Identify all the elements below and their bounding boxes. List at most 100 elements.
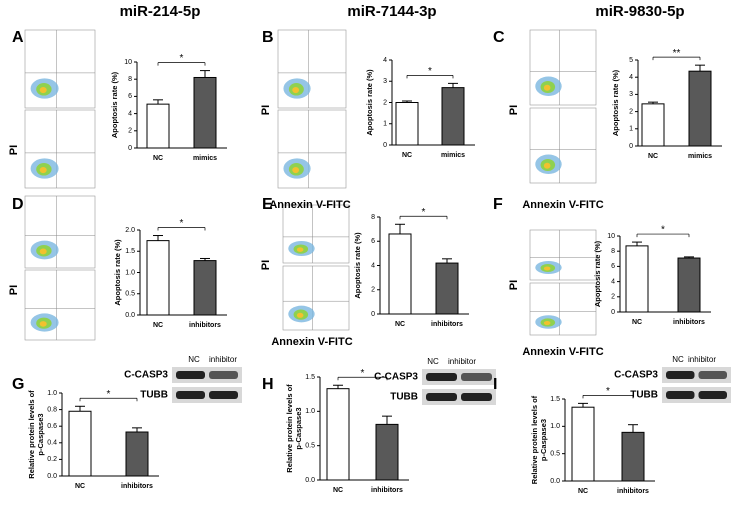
flow-plot	[24, 109, 96, 189]
lane-label: NC	[427, 357, 439, 366]
y-axis-label: Relative protein levels of	[285, 384, 294, 473]
significance-label: *	[180, 218, 184, 229]
bar	[326, 388, 350, 481]
panel-label: E	[262, 196, 273, 213]
lane-label: NC	[188, 355, 200, 364]
y-tick-label: 1.0	[47, 390, 57, 397]
flow-x-label: Annexin V-FITC	[522, 346, 603, 358]
flow-frame	[282, 204, 350, 264]
flow-y-label: PI	[260, 105, 272, 115]
blot-band	[698, 371, 727, 379]
flow-frame	[529, 29, 597, 106]
y-tick-label: 10	[607, 233, 615, 240]
flow-frame	[529, 282, 597, 336]
blot-band	[461, 373, 492, 381]
cell-cloud	[39, 321, 47, 327]
flow-frame	[277, 29, 347, 109]
significance-label: *	[422, 207, 426, 218]
bar	[395, 102, 419, 146]
blot-band	[461, 393, 492, 401]
panel-label: D	[12, 196, 24, 213]
y-tick-label: 1.0	[550, 423, 560, 430]
y-tick-label: 8	[371, 214, 375, 221]
flow-y-label: PI	[508, 280, 520, 290]
protein-label: TUBB	[390, 392, 418, 403]
bar	[441, 87, 465, 146]
cell-cloud	[292, 166, 300, 174]
x-tick-label: NC	[75, 483, 85, 490]
y-tick-label: 1	[629, 126, 633, 133]
x-tick-label: mimics	[441, 152, 465, 159]
bar	[677, 257, 701, 313]
protein-label: C-CASP3	[374, 372, 418, 383]
x-tick-label: inhibitors	[121, 483, 153, 490]
y-tick-label: 1.5	[550, 396, 560, 403]
y-tick-label: 0	[629, 143, 633, 150]
bar	[193, 76, 217, 149]
y-tick-label: 2	[128, 128, 132, 135]
y-tick-label: 3	[383, 78, 387, 85]
blot-band	[426, 393, 457, 401]
cell-cloud	[543, 266, 551, 271]
y-tick-label: 6	[128, 93, 132, 100]
flow-frame	[24, 269, 96, 341]
y-tick-label: 4	[629, 74, 633, 81]
flow-y-label: PI	[260, 260, 272, 270]
x-tick-label: NC	[333, 487, 343, 494]
cell-cloud	[39, 248, 47, 255]
cell-cloud	[292, 86, 300, 94]
y-tick-label: 1.0	[305, 408, 315, 415]
y-tick-label: 1.0	[125, 269, 135, 276]
y-tick-label: 4	[128, 110, 132, 117]
y-tick-label: 8	[611, 248, 615, 255]
y-tick-label: 6	[611, 263, 615, 270]
x-tick-label: inhibitors	[431, 321, 463, 328]
y-tick-label: 4	[611, 278, 615, 285]
y-tick-label: 5	[629, 57, 633, 64]
y-tick-label: 0.4	[47, 440, 57, 447]
flow-frame	[24, 195, 96, 269]
y-tick-label: 0.6	[47, 423, 57, 430]
x-tick-label: NC	[402, 152, 412, 159]
protein-label: C-CASP3	[614, 370, 658, 381]
y-tick-label: 1.5	[125, 248, 135, 255]
lane-label: inhibitor	[448, 357, 476, 366]
y-tick-label: 0.0	[125, 312, 135, 319]
y-tick-label: 0.5	[305, 443, 315, 450]
y-axis-label: Apoptosis rate (%)	[611, 69, 620, 136]
y-axis-label: p-Caspase3	[539, 419, 548, 461]
panel-label: C	[493, 29, 505, 46]
y-tick-label: 0	[383, 142, 387, 149]
y-tick-label: 0.8	[47, 406, 57, 413]
flow-plot	[24, 195, 96, 269]
cell-cloud	[543, 320, 551, 326]
y-tick-label: 0.2	[47, 456, 57, 463]
flow-frame	[24, 29, 96, 109]
y-axis-label: Relative protein levels of	[27, 390, 36, 479]
significance-label: *	[361, 368, 365, 379]
cell-cloud	[39, 86, 47, 94]
bar	[146, 103, 170, 149]
significance-label: *	[428, 66, 432, 77]
blot-band	[209, 371, 238, 379]
flow-y-label: PI	[8, 145, 20, 155]
x-tick-label: inhibitors	[189, 322, 221, 329]
x-tick-label: NC	[395, 321, 405, 328]
y-tick-label: 0.5	[125, 291, 135, 298]
column-title: miR-214-5p	[120, 3, 201, 20]
x-tick-label: inhibitors	[673, 319, 705, 326]
blot-band	[426, 373, 457, 381]
y-tick-label: 0.0	[305, 477, 315, 484]
y-tick-label: 0.0	[550, 478, 560, 485]
y-tick-label: 4	[383, 57, 387, 64]
x-tick-label: NC	[578, 488, 588, 495]
significance-label: *	[107, 389, 111, 400]
flow-y-label: PI	[508, 105, 520, 115]
protein-label: C-CASP3	[124, 370, 168, 381]
blot-band	[666, 371, 695, 379]
significance-label: *	[661, 225, 665, 236]
y-axis-label: Apoptosis rate (%)	[365, 69, 374, 136]
bar	[688, 70, 712, 147]
y-tick-label: 8	[128, 76, 132, 83]
y-tick-label: 2.0	[125, 227, 135, 234]
